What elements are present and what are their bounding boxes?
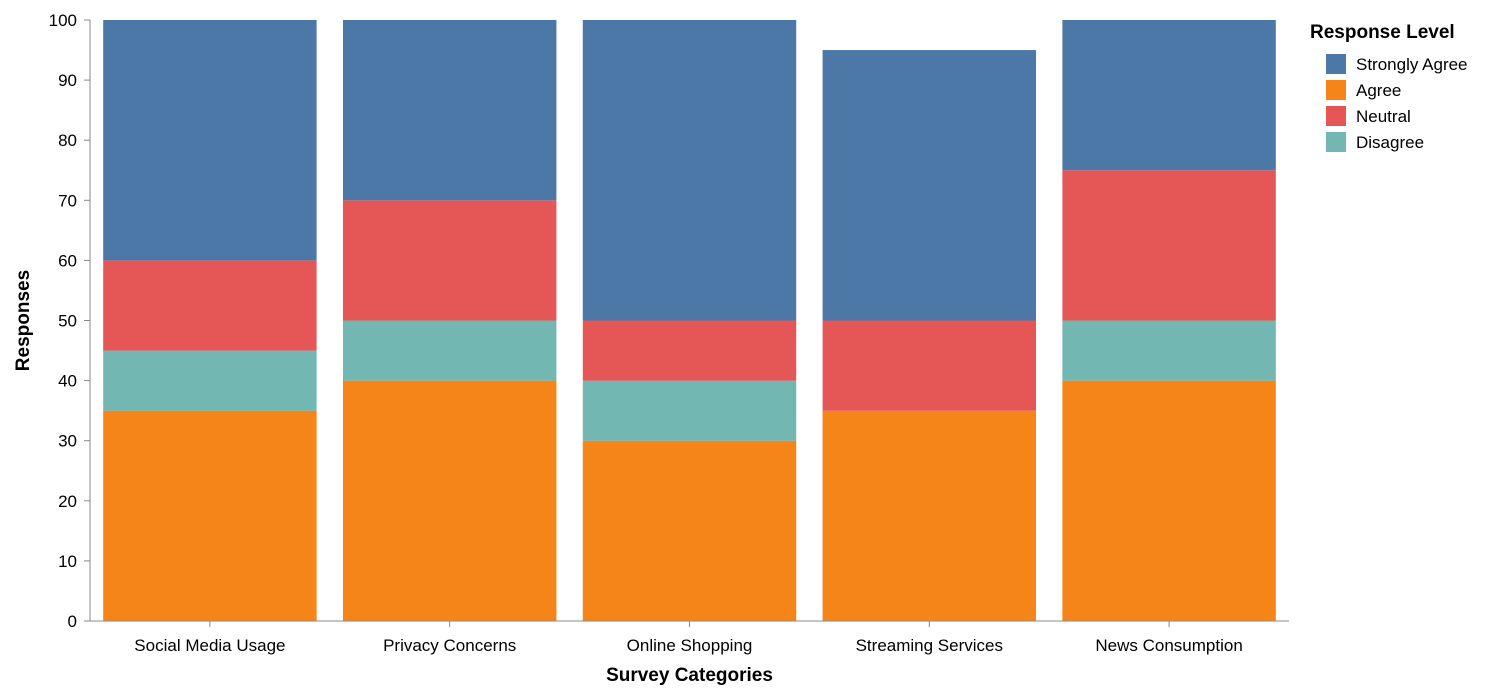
legend-label-neutral: Neutral	[1356, 107, 1411, 126]
bar-streaming-services-neutral	[822, 320, 1037, 411]
bar-online-shopping-disagree	[582, 380, 797, 441]
bar-online-shopping-strongly-agree	[582, 20, 797, 321]
x-axis: Social Media Usage Privacy Concerns Online…	[90, 620, 1289, 655]
y-tick-label: 80	[58, 131, 77, 150]
legend-label-disagree: Disagree	[1356, 133, 1424, 152]
x-tick-label-privacy-concerns: Privacy Concerns	[383, 636, 516, 655]
bar-privacy-concerns-disagree	[342, 320, 557, 381]
bars-group	[103, 20, 1276, 621]
y-tick-label: 50	[58, 312, 77, 331]
bar-streaming-services-agree	[822, 410, 1037, 621]
legend-title: Response Level	[1310, 22, 1455, 43]
bar-news-consumption-agree	[1062, 380, 1276, 621]
x-tick-label-streaming-services: Streaming Services	[856, 636, 1003, 655]
bar-online-shopping-agree	[582, 440, 797, 621]
bar-news-consumption-disagree	[1062, 320, 1276, 381]
legend-swatch-disagree	[1326, 132, 1346, 152]
bar-social-media-usage-neutral	[103, 260, 317, 351]
x-tick-label-news-consumption: News Consumption	[1095, 636, 1242, 655]
y-tick-label: 90	[58, 71, 77, 90]
bar-news-consumption-neutral	[1062, 170, 1276, 321]
legend-swatch-strongly-agree	[1326, 54, 1346, 74]
legend-swatch-agree	[1326, 80, 1346, 100]
x-tick-label-online-shopping: Online Shopping	[627, 636, 753, 655]
legend-label-agree: Agree	[1356, 81, 1401, 100]
legend: Response Level Strongly Agree Agree Neutra…	[1310, 22, 1468, 152]
y-axis: 0 10 20 30 40 50 60 70 80 90 100	[49, 11, 91, 631]
y-tick-label: 30	[58, 432, 77, 451]
y-axis-title: Responses	[13, 270, 34, 371]
y-tick-label: 0	[68, 612, 77, 631]
y-tick-label: 60	[58, 251, 77, 270]
bar-privacy-concerns-agree	[342, 380, 557, 621]
y-tick-label: 70	[58, 191, 77, 210]
x-tick-label-social-media-usage: Social Media Usage	[134, 636, 285, 655]
legend-swatch-neutral	[1326, 106, 1346, 126]
bar-privacy-concerns-strongly-agree	[342, 20, 557, 201]
bar-streaming-services-strongly-agree	[822, 50, 1037, 321]
legend-label-strongly-agree: Strongly Agree	[1356, 55, 1468, 74]
bar-online-shopping-neutral	[582, 320, 797, 381]
bar-social-media-usage-disagree	[103, 350, 317, 411]
bar-privacy-concerns-neutral	[342, 200, 557, 321]
y-tick-label: 20	[58, 492, 77, 511]
bar-social-media-usage-agree	[103, 410, 317, 621]
bar-news-consumption-strongly-agree	[1062, 20, 1276, 171]
x-axis-title: Survey Categories	[606, 665, 773, 686]
y-tick-label: 100	[49, 11, 77, 30]
y-tick-label: 10	[58, 552, 77, 571]
y-tick-label: 40	[58, 372, 77, 391]
bar-social-media-usage-strongly-agree	[103, 20, 317, 261]
